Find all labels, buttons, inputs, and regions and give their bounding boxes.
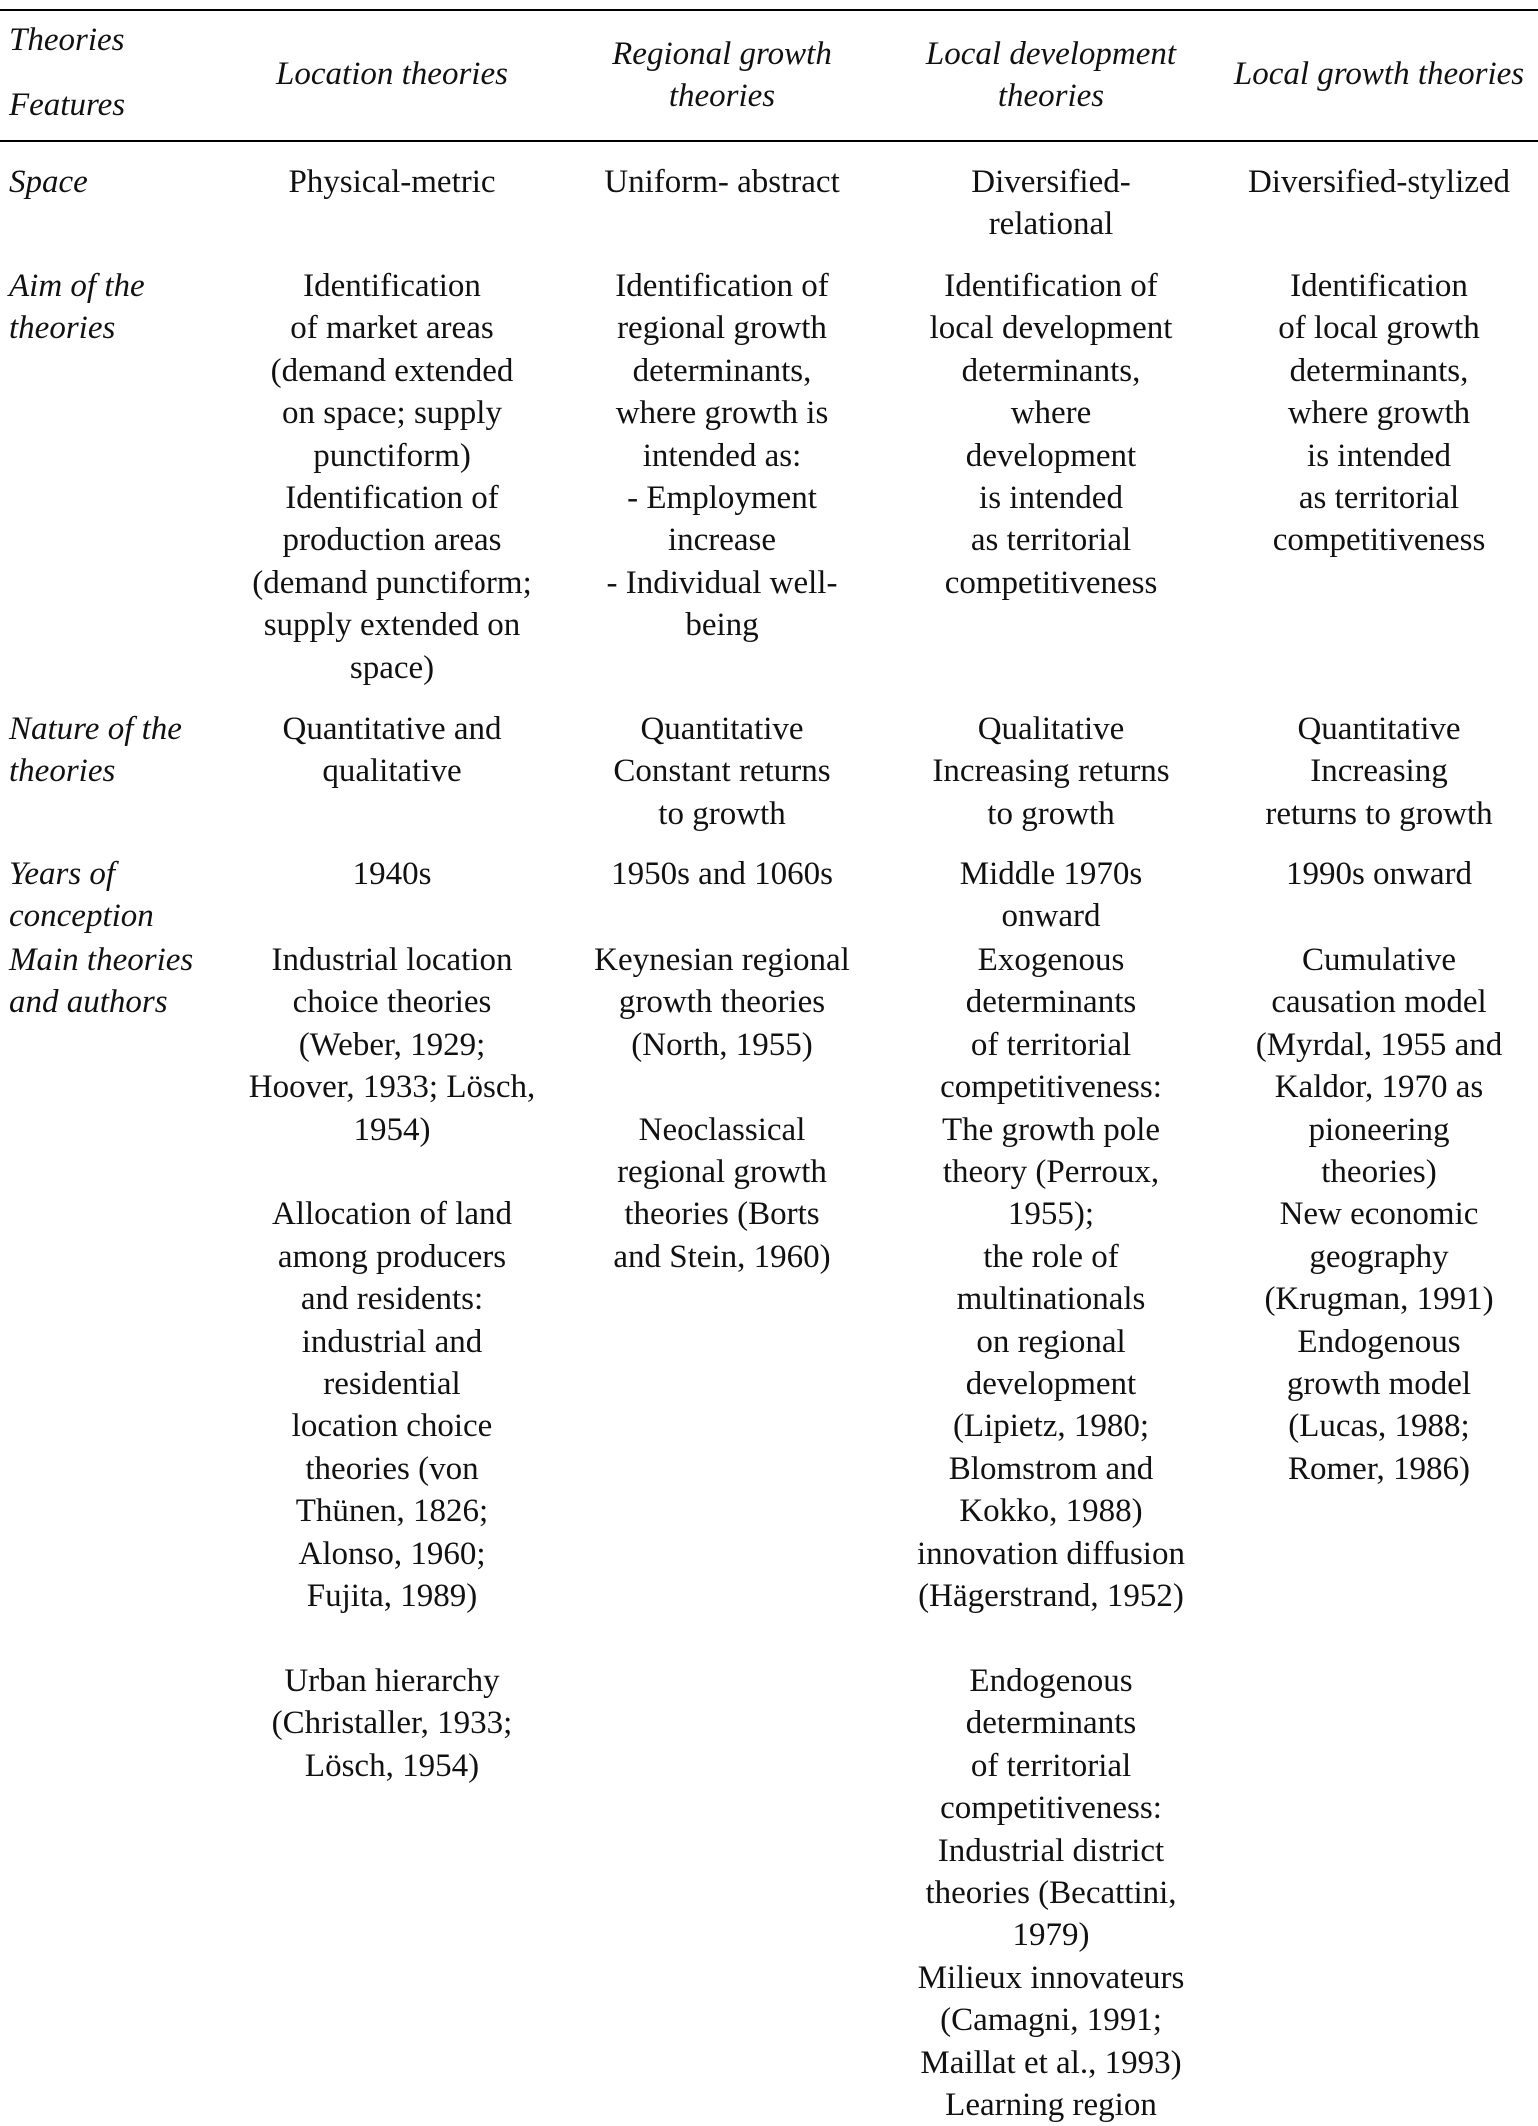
table-cell: Identification of local growth determina…: [1272, 268, 1486, 559]
table-cell: Middle 1970s onward: [959, 856, 1143, 935]
table-cell: Quantitative and qualitative: [282, 711, 502, 790]
table-cell: 1990s onward: [1285, 856, 1473, 892]
row-label: Main theories and authors: [9, 942, 194, 1021]
table-cell: Identification of regional growth determ…: [606, 268, 838, 644]
table-cell: 1940s: [352, 856, 432, 892]
column-header-local-development: Local development theories: [925, 36, 1177, 115]
corner-features: Features: [9, 87, 126, 123]
table-cell: Uniform- abstract: [604, 164, 840, 200]
row-label: Space: [9, 164, 88, 200]
table-cell: 1950s and 1060s: [611, 856, 833, 892]
table-cell: Industrial location choice theories (Web…: [248, 942, 536, 1784]
table-cell: Keynesian regional growth theories (Nort…: [594, 942, 850, 1275]
column-header-regional-growth: Regional growth theories: [612, 36, 832, 115]
table-cell: Identification of local development dete…: [929, 268, 1173, 601]
table-cell: Diversified-stylized: [1247, 164, 1511, 200]
header-rule: [0, 140, 1538, 142]
table-cell: Cumulative causation model (Myrdal, 1955…: [1255, 942, 1503, 1487]
table-cell: Identification of market areas (demand e…: [252, 268, 532, 686]
table-cell: Diversified- relational: [971, 164, 1131, 243]
table-cell: Quantitative Increasing returns to growt…: [1265, 711, 1493, 832]
table-cell: Physical-metric: [288, 164, 496, 200]
corner-theories: Theories: [9, 22, 125, 58]
table-cell: Exogenous determinants of territorial co…: [917, 942, 1185, 2123]
column-header-local-growth: Local growth theories: [1233, 56, 1525, 92]
row-label: Nature of the theories: [9, 711, 182, 790]
row-label: Years of conception: [9, 856, 154, 935]
row-label: Aim of the theories: [9, 268, 145, 347]
table-cell: Qualitative Increasing returns to growth: [932, 711, 1170, 832]
table-cell: Quantitative Constant returns to growth: [613, 711, 831, 832]
top-rule: [0, 9, 1538, 11]
column-header-location: Location theories: [276, 56, 508, 92]
